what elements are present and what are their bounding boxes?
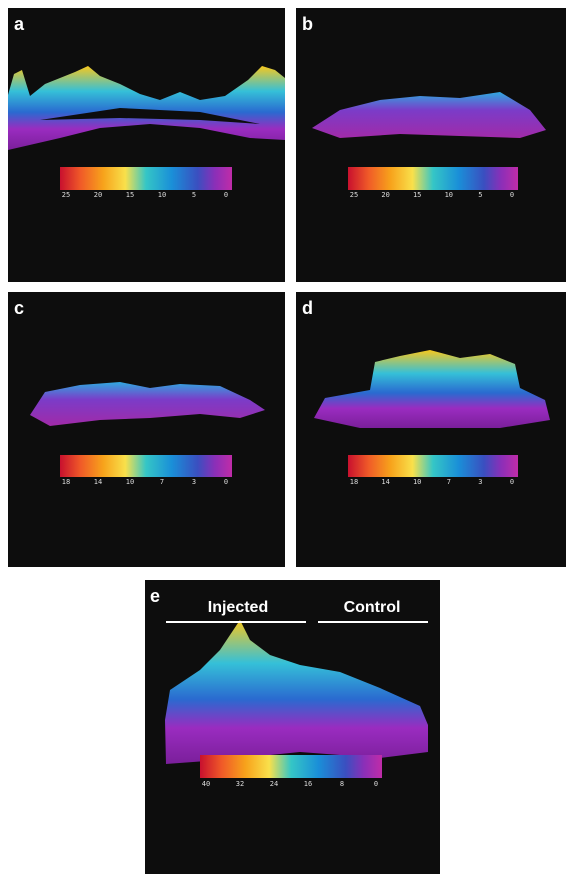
colorbar-tick-label: 10 [158,191,166,199]
panel-bg [8,8,285,282]
colorbar-tick-label: 24 [270,780,278,788]
colorbar-tick-label: 15 [126,191,134,199]
group-label: Injected [208,599,268,616]
colorbar-tick-label: 5 [192,191,196,199]
colorbar-tick-label: 20 [94,191,102,199]
colorbar-tick-label: 3 [478,478,482,486]
colorbar-tick-label: 0 [510,478,514,486]
colorbar-tick-label: 5 [478,191,482,199]
colorbar-tick-label: 15 [413,191,421,199]
panel-bg [296,292,566,567]
colorbar-tick-label: 40 [202,780,210,788]
colorbar-tick-label: 10 [126,478,134,486]
colorbar-tick-label: 0 [510,191,514,199]
colorbar-tick-label: 10 [445,191,453,199]
colorbar [348,455,518,477]
colorbar-tick-label: 25 [350,191,358,199]
panel-letter: e [150,586,160,606]
panel-bg [296,8,566,282]
colorbar-tick-label: 0 [224,478,228,486]
colorbar-tick-label: 20 [381,191,389,199]
colorbar-tick-label: 25 [62,191,70,199]
colorbar [348,167,518,190]
panel-letter: c [14,298,24,318]
colorbar-tick-label: 16 [304,780,312,788]
colorbar [200,755,382,778]
panel-bg [8,292,285,567]
figure: Injected Control a 25 20 15 10 5 0 b 25 20 15 10 5 0 c… [0,0,566,874]
colorbar [60,167,232,190]
panel-letter: b [302,14,313,34]
colorbar-tick-label: 3 [192,478,196,486]
colorbar-tick-label: 18 [62,478,70,486]
colorbar-tick-label: 10 [413,478,421,486]
group-label: Control [344,599,401,616]
colorbar-tick-label: 18 [350,478,358,486]
colorbar-tick-label: 7 [447,478,451,486]
colorbar-tick-label: 0 [374,780,378,788]
colorbar-tick-label: 14 [94,478,102,486]
colorbar-tick-label: 0 [224,191,228,199]
colorbar-tick-label: 7 [160,478,164,486]
panel-letter: d [302,298,313,318]
page: Injected Control a 25 20 15 10 5 0 b 25 20 15 10 5 0 c… [0,0,566,874]
colorbar-tick-label: 8 [340,780,344,788]
colorbar-tick-label: 32 [236,780,244,788]
panel-letter: a [14,14,25,34]
colorbar [60,455,232,477]
colorbar-tick-label: 14 [381,478,389,486]
